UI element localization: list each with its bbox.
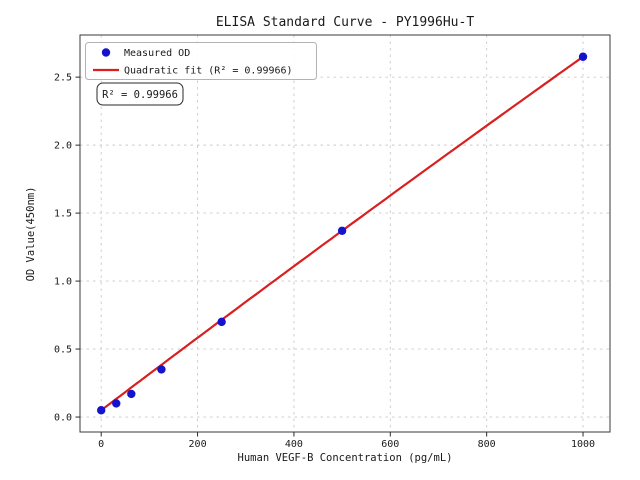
data-point — [578, 52, 588, 61]
r-squared-annotation: R² = 0.99966 — [96, 82, 184, 106]
y-tick-label: 1.0 — [54, 277, 72, 288]
y-tick-label: 2.0 — [54, 141, 72, 152]
x-tick-label: 800 — [478, 439, 496, 450]
r-squared-text: R² = 0.99966 — [102, 89, 178, 101]
y-axis-label: OD Value(450nm) — [25, 187, 37, 282]
plot-border — [79, 34, 611, 433]
legend-label-quadratic-fit: Quadratic fit (R² = 0.99966) — [124, 66, 293, 77]
measured-od-points — [97, 52, 588, 415]
chart-title: ELISA Standard Curve - PY1996Hu-T — [216, 15, 474, 30]
y-tick-label: 1.5 — [54, 209, 72, 220]
r-squared-box — [96, 82, 184, 106]
axis-tick-labels: 0 200 400 600 800 1000 0.0 0.5 1.0 1.5 2.0 2.5 — [54, 73, 595, 450]
x-tick-label: 0 — [98, 439, 104, 450]
axis-ticks — [75, 76, 584, 437]
data-point — [337, 226, 347, 235]
x-tick-label: 400 — [285, 439, 303, 450]
data-point — [217, 317, 226, 327]
y-tick-label: 0.5 — [54, 345, 72, 356]
legend-label-measured-od: Measured OD — [124, 48, 190, 59]
data-point — [127, 389, 136, 399]
y-tick-label: 0.0 — [54, 413, 72, 424]
y-tick-label: 2.5 — [54, 73, 72, 84]
x-tick-label: 200 — [189, 439, 207, 450]
x-axis-label: Human VEGF-B Concentration (pg/mL) — [238, 452, 453, 464]
data-point — [157, 365, 166, 374]
data-point — [112, 399, 121, 408]
legend: Measured OD Quadratic fit (R² = 0.99966) — [85, 42, 317, 80]
x-tick-label: 1000 — [571, 439, 595, 450]
legend-box — [85, 42, 317, 80]
x-tick-label: 600 — [381, 439, 399, 450]
legend-marker-measured-od-icon — [101, 48, 111, 57]
data-point — [97, 406, 106, 415]
